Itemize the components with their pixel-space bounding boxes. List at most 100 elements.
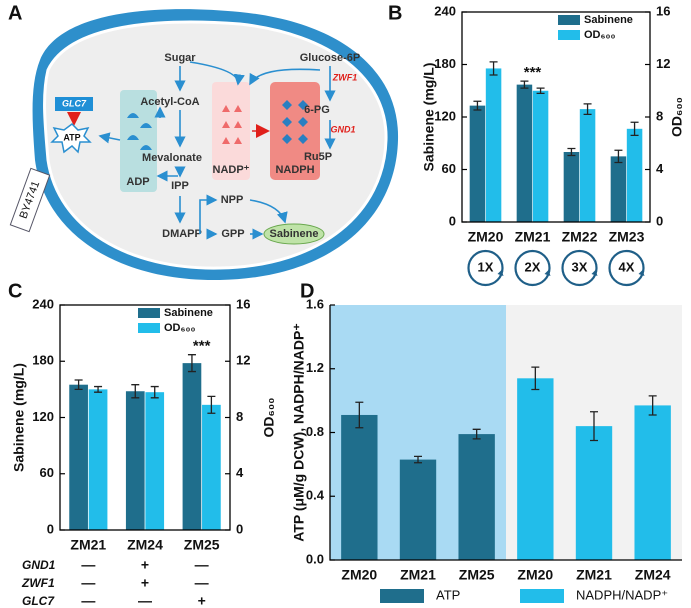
error-bar [520,80,529,89]
atp-burst [50,123,92,154]
genotype-mark: + [198,593,206,608]
error-bar [94,385,103,393]
gene-label: ZWF1 [21,576,55,590]
sugar: Sugar [164,52,196,64]
bar [563,152,580,222]
genotype-mark: — [81,593,95,608]
error-bar [489,61,498,76]
npp: NPP [221,194,244,206]
x-tick-label: ZM20 [517,567,553,583]
legend-label: Sabinene [584,14,633,26]
bar [532,90,549,222]
error-bar [131,384,140,399]
sabinene-node [263,223,325,245]
bar [399,459,437,560]
y-tick-label: 0 [449,213,456,228]
bar [517,378,554,560]
bar [610,156,627,222]
copy-arrow [638,270,645,276]
legend-label: NADPH/NADP⁺ [576,587,668,602]
legend-label: Sabinene [164,307,213,319]
x-tick-label: ZM23 [609,229,645,245]
bar [516,84,533,222]
bar [485,68,502,222]
genotype-mark: — [138,593,152,608]
y2-tick-label: 12 [236,353,250,368]
genotype-mark: + [141,575,149,591]
sabinene: Sabinene [270,228,319,240]
nadp-box [212,82,250,180]
y-tick-label: 240 [434,3,456,18]
x-tick-label: ZM20 [341,567,377,583]
copy-arrow [591,270,598,276]
gpp: GPP [221,228,244,240]
legend-swatch [138,308,160,318]
y2-tick-label: 4 [656,161,664,176]
y-tick-label: 120 [32,409,54,424]
bar [202,404,221,530]
x-tick-label: ZM24 [127,537,163,553]
nadp-icons [222,105,242,144]
y-tick-label: 0.0 [306,551,324,566]
copy-circle [514,249,551,287]
nadph-icons [282,100,308,144]
y-tick-label: 0 [47,521,54,536]
acetyl-coa: Acetyl-CoA [140,96,199,108]
arrow [189,61,245,86]
y-tick-label: 0.4 [306,488,325,503]
nadp-label: NADP⁺ [213,164,250,176]
nadph-label: NADPH [275,164,314,176]
error-bar [630,121,639,137]
zwf1: ZWF1 [332,72,358,82]
x-tick-label: ZM25 [459,567,495,583]
y-tick-label: 180 [434,56,456,71]
y2-tick-label: 12 [656,56,670,71]
y-axis-label: Sabinene (mg/L) [421,63,437,172]
strain-tag: BY4741 [9,167,51,233]
legend-swatch [558,30,580,40]
y-tick-label: 120 [434,108,456,123]
x-tick-label: ZM21 [70,537,106,553]
genotype-mark: — [195,557,209,573]
error-bar [472,428,481,440]
genotype-mark: — [81,575,95,591]
legend-swatch [138,323,160,333]
y2-tick-label: 8 [236,409,243,424]
y-tick-label: 60 [442,161,456,176]
atp: ATP [63,132,80,142]
y2-tick-label: 4 [236,465,244,480]
adp-label: ADP [126,176,149,188]
copy-number: 3X [572,259,588,274]
panel-label: A [8,2,22,24]
arrow [199,194,218,234]
panel-label: C [8,280,22,302]
error-bar [150,385,159,399]
arrow [249,199,288,224]
x-tick-label: ZM21 [400,567,436,583]
bar [69,384,88,530]
y2-tick-label: 16 [656,3,670,18]
plot-frame [461,11,651,223]
x-tick-label: ZM21 [576,567,612,583]
bar [575,426,613,560]
copy-arrow [497,270,504,276]
y2-axis-label: OD₆₀₀ [261,398,277,438]
x-tick-label: ZM21 [515,229,551,245]
gene-label: GLC7 [22,594,55,608]
copy-circle [467,249,504,287]
y-axis-label: ATP (μM/g DCW), NADPH/NADP⁺ [291,323,307,541]
error-bar [567,147,576,157]
y2-tick-label: 8 [656,108,663,123]
bar [182,363,202,530]
genotype-mark: — [195,575,209,591]
y-tick-label: 0.8 [306,424,324,439]
copy-circle [561,249,598,287]
genotype-mark: + [141,557,149,573]
tag-box [9,167,51,233]
pathway-diagram: A ADP NADP⁺ NADPH Sugar Glucose-6P ZWF1 … [8,2,399,281]
genotype-mark: — [81,557,95,573]
y-tick-label: 1.6 [306,296,324,311]
error-bar [614,149,623,164]
y2-tick-label: 16 [236,296,250,311]
